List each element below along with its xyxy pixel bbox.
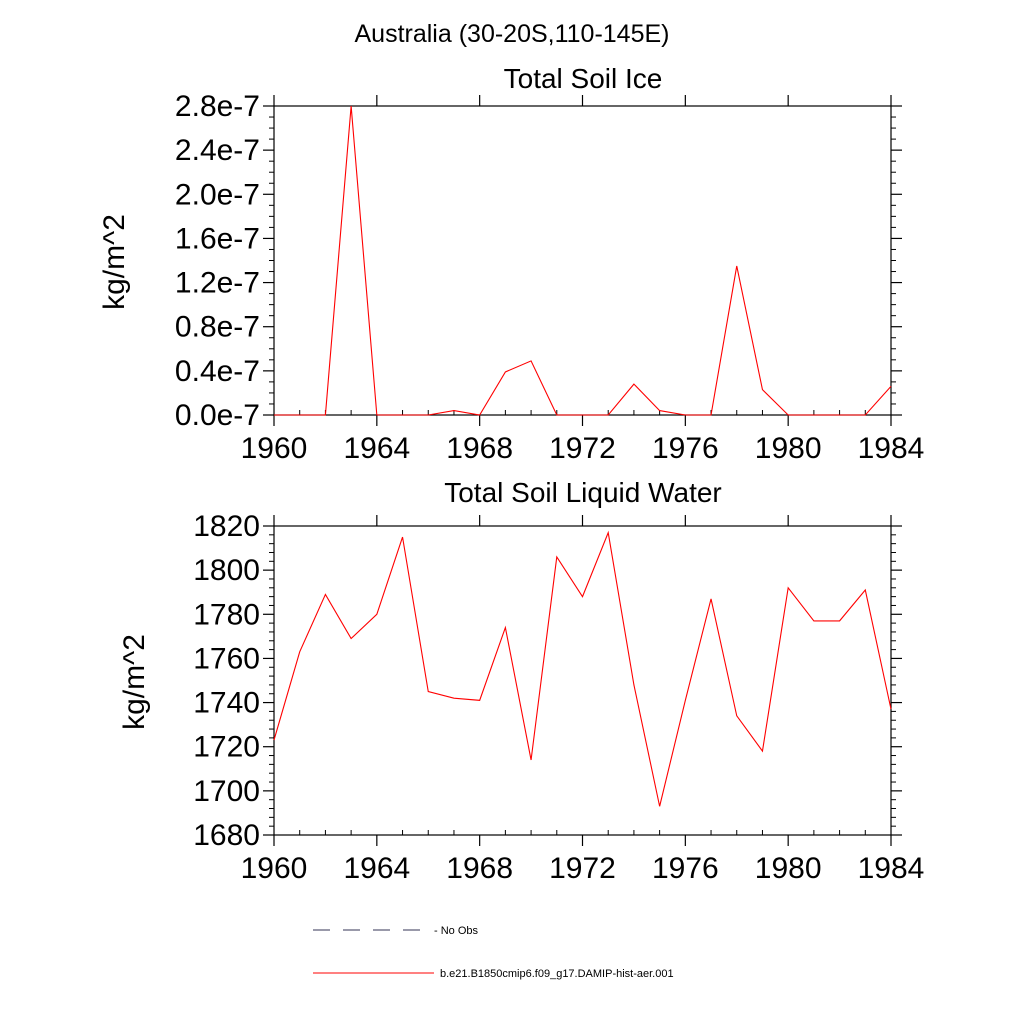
x-tick-label: 1980 (755, 432, 822, 465)
y-tick-label: 1680 (193, 819, 260, 852)
axis-ticks (263, 515, 902, 846)
x-tick-label: 1972 (549, 852, 616, 885)
y-tick-label: 0.8e-7 (175, 311, 260, 344)
x-tick-label: 1972 (549, 432, 616, 465)
x-tick-label: 1960 (241, 852, 308, 885)
y-tick-labels: 0.0e-7 0.4e-7 0.8e-7 1.2e-7 1.6e-7 2.0e-7 2.4e… (175, 90, 260, 432)
legend: - No Obs b.e21.B1850cmip6.f09_g17.DAMIP-… (313, 925, 674, 980)
y-tick-label: 1820 (193, 510, 260, 543)
legend-label-series: b.e21.B1850cmip6.f09_g17.DAMIP-hist-aer.… (440, 968, 674, 980)
x-tick-label: 1984 (858, 432, 925, 465)
x-tick-label: 1964 (343, 432, 410, 465)
y-tick-label: 1.6e-7 (175, 222, 260, 255)
page-title: Australia (30-20S,110-145E) (355, 20, 670, 48)
x-tick-label: 1968 (446, 852, 513, 885)
y-tick-label: 1760 (193, 642, 260, 675)
y-axis-label: kg/m^2 (98, 214, 131, 310)
panel-total-soil-liquid-water: Total Soil Liquid Water kg/m^2 168017001… (118, 477, 924, 885)
x-tick-label: 1968 (446, 432, 513, 465)
plot-frame (273, 105, 892, 416)
plot-frame (273, 525, 892, 836)
x-tick-label: 1984 (858, 852, 925, 885)
x-tick-label: 1976 (652, 432, 719, 465)
series-marks (273, 530, 892, 807)
series-marks (274, 105, 892, 416)
legend-item-series: b.e21.B1850cmip6.f09_g17.DAMIP-hist-aer.… (313, 968, 674, 980)
x-tick-labels: 1960 1964 1968 1972 1976 1980 1984 (241, 432, 925, 465)
x-tick-label: 1976 (652, 852, 719, 885)
series-line (273, 530, 892, 807)
legend-label-no-obs: - No Obs (434, 925, 479, 937)
y-tick-label: 2.0e-7 (175, 178, 260, 211)
y-tick-label: 2.4e-7 (175, 134, 260, 167)
y-tick-label: 1700 (193, 775, 260, 808)
y-tick-labels: 1680 1700 1720 1740 1760 1780 1800 1820 (193, 510, 260, 852)
x-tick-label: 1980 (755, 852, 822, 885)
panel-title: Total Soil Ice (504, 63, 663, 94)
y-tick-label: 0.0e-7 (175, 399, 260, 432)
y-tick-label: 1.2e-7 (175, 267, 260, 300)
axis-ticks (263, 95, 902, 426)
panel-total-soil-ice: Total Soil Ice kg/m^2 0.0e-7 0.4e-7 0.8e-7… (98, 63, 924, 465)
legend-item-no-obs: - No Obs (313, 925, 479, 937)
x-tick-label: 1960 (241, 432, 308, 465)
y-tick-label: 2.8e-7 (175, 90, 260, 123)
y-tick-label: 1720 (193, 731, 260, 764)
y-tick-label: 1740 (193, 687, 260, 720)
x-tick-labels: 1960 1964 1968 1972 1976 1980 1984 (241, 852, 925, 885)
y-axis-label: kg/m^2 (118, 634, 151, 730)
y-tick-label: 1800 (193, 554, 260, 587)
panel-title: Total Soil Liquid Water (444, 477, 722, 508)
x-tick-label: 1964 (343, 852, 410, 885)
series-line (274, 105, 892, 416)
y-tick-label: 0.4e-7 (175, 355, 260, 388)
y-tick-label: 1780 (193, 598, 260, 631)
